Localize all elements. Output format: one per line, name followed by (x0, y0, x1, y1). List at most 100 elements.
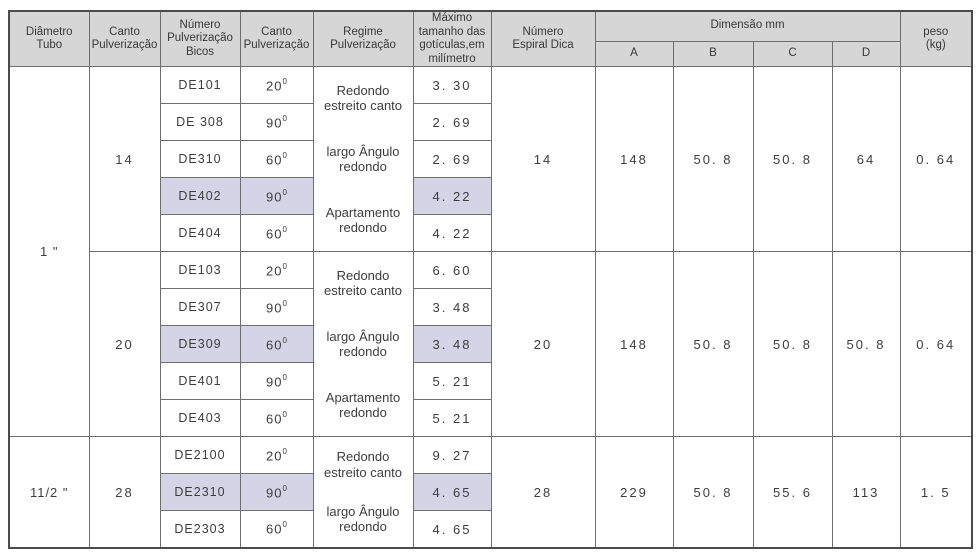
table-row: DE307 900 3. 48 (9, 288, 972, 327)
regime-label: Redondo estreito canto (323, 449, 403, 480)
dim-a-cell: 148 (594, 66, 674, 253)
regime-cell: Redondo estreito canto largo Ângulo redo… (312, 66, 414, 253)
nozzle-cell: DE309 (159, 325, 241, 364)
dim-c-cell: 55. 6 (752, 436, 833, 549)
nozzle-cell: DE404 (159, 214, 241, 253)
degree-symbol: 0 (282, 150, 287, 160)
angle-cell: 600 (239, 399, 314, 438)
angle-value: 20 (266, 262, 283, 278)
dim-c-cell: 50. 8 (752, 66, 833, 253)
weight-cell: 0. 64 (899, 66, 973, 253)
degree-symbol: 0 (282, 224, 287, 234)
table-row: DE401 900 5. 21 (9, 362, 972, 401)
regime-label: largo Ângulo redondo (326, 328, 400, 360)
dim-a-cell: 148 (594, 251, 674, 438)
angle-value: 90 (266, 299, 283, 315)
degree-symbol: 0 (282, 483, 287, 493)
dim-b-cell: 50. 8 (672, 251, 754, 438)
angle-value: 90 (266, 114, 283, 130)
header-spray-angle-2: Canto Pulverização (239, 10, 314, 68)
max-droplet-cell: 5. 21 (412, 362, 492, 401)
table-row: DE2310 900 4. 65 (9, 473, 972, 512)
max-droplet-cell: 4. 65 (412, 510, 492, 549)
table-row: DE2303 600 4. 65 (9, 510, 972, 549)
angle-cell: 900 (239, 362, 314, 401)
spray-angle-cell: 20 (88, 251, 161, 438)
angle-value: 60 (266, 225, 283, 241)
degree-symbol: 0 (282, 261, 287, 271)
nozzle-cell: DE101 (159, 66, 241, 105)
max-droplet-cell: 3. 30 (412, 66, 492, 105)
nozzle-cell: DE2310 (159, 473, 241, 512)
diameter-cell: 11/2 " (8, 436, 90, 549)
angle-cell: 600 (239, 140, 314, 179)
angle-value: 60 (266, 521, 283, 537)
nozzle-cell: DE2303 (159, 510, 241, 549)
degree-symbol: 0 (282, 409, 287, 419)
angle-cell: 600 (239, 214, 314, 253)
spiral-cell: 28 (490, 436, 596, 549)
angle-cell: 900 (239, 177, 314, 216)
header-dim-d: D (831, 40, 901, 68)
angle-value: 60 (266, 151, 283, 167)
table-row: DE402 900 4. 22 (9, 177, 972, 216)
table-row: 11/2 " 28 DE2100 200 Redondo estreito ca… (8, 436, 973, 549)
header-nozzle-number: Número Pulverização Bicos (159, 10, 241, 68)
spiral-cell: 20 (490, 251, 596, 438)
regime-label: largo Ângulo redondo (326, 143, 400, 175)
angle-cell: 200 (239, 436, 314, 475)
angle-cell: 900 (239, 473, 314, 512)
degree-symbol: 0 (282, 76, 287, 86)
angle-value: 90 (266, 373, 283, 389)
angle-value: 20 (266, 77, 283, 93)
weight-cell: 1. 5 (899, 436, 973, 549)
nozzle-cell: DE 308 (159, 103, 241, 142)
degree-symbol: 0 (282, 520, 287, 530)
header-spiral-number: Número Espiral Dica (490, 10, 596, 68)
angle-value: 90 (266, 484, 283, 500)
header-max-droplet: Máximo tamanho das gotículas,em milímetr… (412, 10, 492, 68)
spiral-cell: 14 (490, 66, 596, 253)
header-dim-c: C (752, 40, 833, 68)
header-weight: peso (kg) (899, 10, 973, 68)
header-regime: Regime Pulverização (312, 10, 414, 68)
dim-b-cell: 50. 8 (672, 436, 754, 549)
angle-cell: 900 (239, 103, 314, 142)
max-droplet-cell: 3. 48 (412, 325, 492, 364)
dim-c-cell: 50. 8 (752, 251, 833, 438)
spec-table-container: Diâmetro Tubo Canto Pulverização Número … (8, 10, 974, 549)
angle-cell: 600 (239, 510, 314, 549)
dim-d-cell: 64 (831, 66, 901, 253)
max-droplet-cell: 9. 27 (412, 436, 492, 475)
table-row: 1 " 14 DE101 200 Redondo estreito canto … (8, 66, 973, 438)
degree-symbol: 0 (282, 335, 287, 345)
max-droplet-cell: 4. 22 (412, 214, 492, 253)
table-row: DE309 600 3. 48 (9, 325, 972, 364)
dim-a-cell: 229 (594, 436, 674, 549)
regime-label: largo Ângulo redondo (326, 503, 400, 535)
header-dim-a: A (594, 40, 674, 68)
nozzle-cell: DE403 (159, 399, 241, 438)
degree-symbol: 0 (282, 372, 287, 382)
dim-b-cell: 50. 8 (672, 66, 754, 253)
degree-symbol: 0 (282, 113, 287, 123)
max-droplet-cell: 5. 21 (412, 399, 492, 438)
spray-angle-cell: 28 (88, 436, 161, 549)
nozzle-cell: DE2100 (159, 436, 241, 475)
degree-symbol: 0 (282, 298, 287, 308)
header-dim-b: B (672, 40, 754, 68)
angle-cell: 200 (239, 251, 314, 290)
table-row: 20 DE103 200 Redondo estreito canto larg… (9, 251, 973, 438)
angle-cell: 600 (239, 325, 314, 364)
dim-d-cell: 113 (831, 436, 901, 549)
nozzle-cell: DE310 (159, 140, 241, 179)
max-droplet-cell: 6. 60 (412, 251, 492, 290)
nozzle-cell: DE307 (159, 288, 241, 327)
nozzle-cell: DE103 (159, 251, 241, 290)
angle-cell: 900 (239, 288, 314, 327)
spray-nozzle-spec-table: Diâmetro Tubo Canto Pulverização Número … (8, 10, 974, 549)
header-diameter: Diâmetro Tubo (8, 10, 90, 68)
nozzle-cell: DE401 (159, 362, 241, 401)
spray-angle-cell: 14 (88, 66, 161, 253)
max-droplet-cell: 2. 69 (412, 140, 492, 179)
